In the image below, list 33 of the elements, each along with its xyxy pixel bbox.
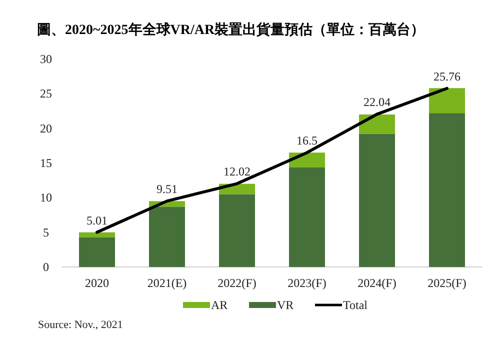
y-tick-label: 5 (43, 225, 49, 240)
data-label: 5.01 (86, 213, 108, 228)
x-tick-label: 2024(F) (358, 276, 396, 290)
bar (149, 206, 185, 267)
chart-title: 圖、2020~2025年全球VR/AR裝置出貨量預估（單位：百萬台） (37, 22, 425, 38)
y-tick-label: 10 (40, 190, 52, 205)
data-label: 16.5 (296, 134, 318, 148)
x-tick-label: 2020 (85, 276, 109, 290)
bar (79, 232, 115, 238)
bar (289, 167, 325, 267)
bar (359, 114, 395, 134)
legend-label: AR (211, 298, 228, 312)
bar (429, 113, 465, 267)
legend-label: Total (343, 298, 368, 312)
x-tick-label: 2023(F) (288, 276, 326, 290)
data-label: 25.76 (434, 69, 460, 84)
x-tick-label: 2021(E) (147, 276, 187, 290)
bar (79, 237, 115, 267)
source-note: Source: Nov., 2021 (38, 319, 123, 331)
y-tick-label: 30 (40, 52, 52, 66)
y-tick-label: 25 (40, 86, 52, 101)
x-tick-label: 2025(F) (428, 276, 466, 290)
bar (219, 194, 255, 267)
y-tick-label: 0 (43, 260, 49, 274)
y-tick-label: 15 (40, 156, 52, 170)
data-label: 22.04 (364, 95, 390, 110)
data-label: 9.51 (156, 182, 178, 196)
x-tick-label: 2022(F) (218, 276, 256, 290)
bar (429, 88, 465, 114)
y-tick-label: 20 (40, 121, 52, 136)
bar (359, 134, 395, 267)
legend-label: VR (277, 298, 294, 312)
data-label: 12.02 (224, 164, 250, 179)
